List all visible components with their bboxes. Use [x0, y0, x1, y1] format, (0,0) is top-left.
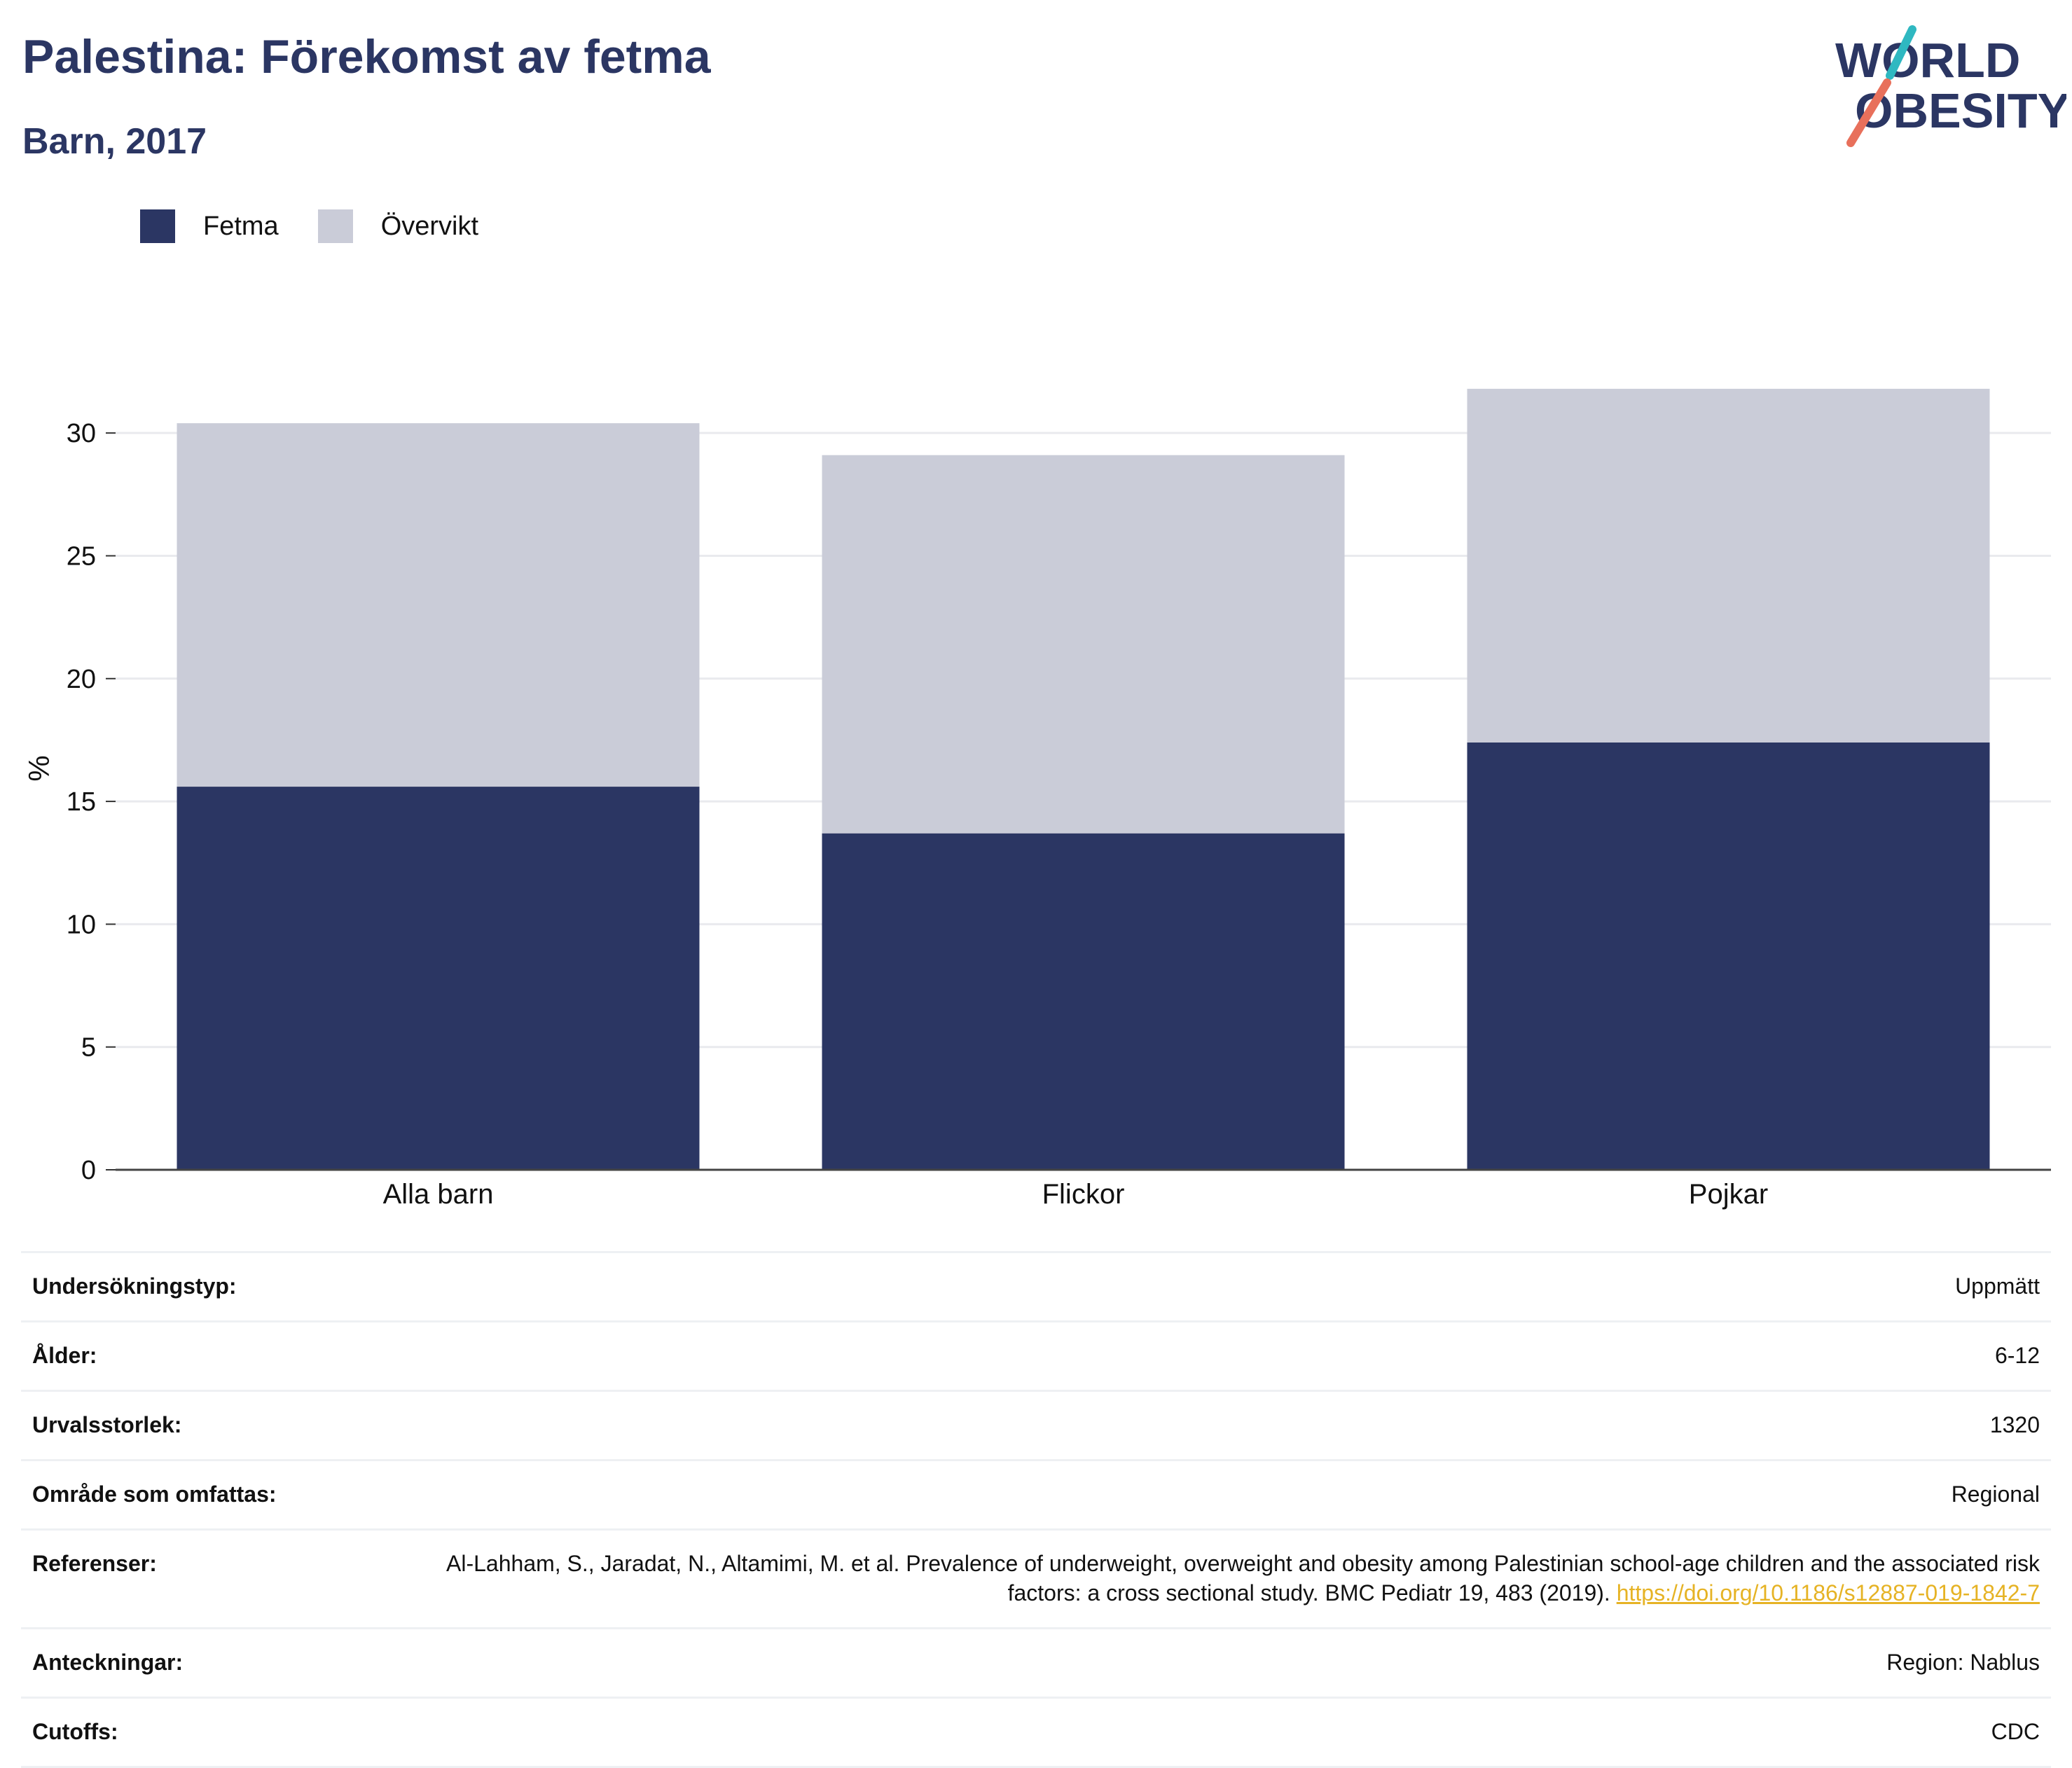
info-label: Område som omfattas: — [32, 1482, 277, 1507]
bar-overvikt-1[interactable] — [822, 455, 1345, 834]
x-tick-label: Alla barn — [383, 1179, 494, 1210]
legend-swatch-overvikt — [317, 209, 353, 243]
reference-text: Al-Lahham, S., Jaradat, N., Altamimi, M.… — [446, 1551, 2040, 1605]
info-label: Referenser: — [32, 1551, 157, 1576]
y-axis-label: % — [22, 755, 55, 781]
info-value: Regional — [1951, 1482, 2040, 1507]
info-label: Ålder: — [32, 1343, 97, 1368]
info-row-survey-type: Undersökningstyp: Uppmätt — [21, 1253, 2051, 1322]
legend-item-overvikt[interactable]: Övervikt — [317, 209, 479, 243]
info-row-notes: Anteckningar: Region: Nablus — [21, 1629, 2051, 1699]
bar-fetma-1[interactable] — [822, 833, 1345, 1170]
y-tick-label: 15 — [67, 787, 96, 817]
info-row-sample-size: Urvalsstorlek: 1320 — [21, 1392, 2051, 1461]
info-value-references: Al-Lahham, S., Jaradat, N., Altamimi, M.… — [429, 1549, 2040, 1608]
chart-title: Palestina: Förekomst av fetma — [22, 30, 711, 83]
y-tick-label: 20 — [67, 665, 96, 694]
bar-overvikt-2[interactable] — [1467, 389, 1990, 743]
info-label: Undersökningstyp: — [32, 1273, 237, 1299]
world-obesity-logo: WORLD OBESITY — [1835, 25, 2066, 147]
logo-line-2: OBESITY — [1855, 83, 2066, 138]
y-tick-label: 25 — [67, 541, 96, 571]
info-value: 1320 — [1989, 1412, 2040, 1437]
bar-fetma-2[interactable] — [1467, 742, 1990, 1170]
chart-subtitle: Barn, 2017 — [22, 121, 207, 162]
x-tick-label: Pojkar — [1689, 1179, 1768, 1210]
y-tick-label: 10 — [67, 910, 96, 939]
logo-slash-teal — [1886, 25, 1916, 80]
legend-item-fetma[interactable]: Fetma — [140, 209, 279, 243]
legend-swatch-fetma — [140, 209, 175, 243]
y-tick-label: 30 — [67, 419, 96, 448]
info-label: Urvalsstorlek: — [32, 1412, 182, 1437]
bar-overvikt-0[interactable] — [177, 423, 700, 787]
info-value: CDC — [1991, 1719, 2040, 1744]
info-row-cutoffs: Cutoffs: CDC — [21, 1699, 2051, 1768]
info-label: Anteckningar: — [32, 1650, 184, 1675]
logo-line-1: WORLD — [1835, 33, 2020, 88]
y-tick-label: 0 — [81, 1156, 96, 1185]
chart-legend: Fetma Övervikt — [140, 209, 518, 244]
stacked-bar-chart: 0 5 10 15 20 25 30% Alla barn Flickor Pojkar — [22, 389, 2051, 1210]
info-value: Region: Nablus — [1886, 1650, 2040, 1675]
info-value: 6-12 — [1994, 1343, 2040, 1368]
info-value: Uppmätt — [1955, 1273, 2040, 1299]
info-row-references: Referenser: Al-Lahham, S., Jaradat, N., … — [21, 1531, 2051, 1629]
logo-slash-coral — [1846, 78, 1891, 147]
info-row-age: Ålder: 6-12 — [21, 1322, 2051, 1392]
info-label: Cutoffs: — [32, 1719, 118, 1744]
legend-label-fetma: Fetma — [203, 211, 279, 241]
y-tick-label: 5 — [81, 1033, 96, 1063]
info-row-coverage: Område som omfattas: Regional — [21, 1461, 2051, 1531]
survey-info-table: Undersökningstyp: Uppmätt Ålder: 6-12 Ur… — [21, 1251, 2051, 1768]
legend-label-overvikt: Övervikt — [380, 211, 479, 241]
x-tick-label: Flickor — [1042, 1179, 1125, 1210]
bar-fetma-0[interactable] — [177, 787, 700, 1170]
reference-doi-link[interactable]: https://doi.org/10.1186/s12887-019-1842-… — [1616, 1580, 2040, 1605]
